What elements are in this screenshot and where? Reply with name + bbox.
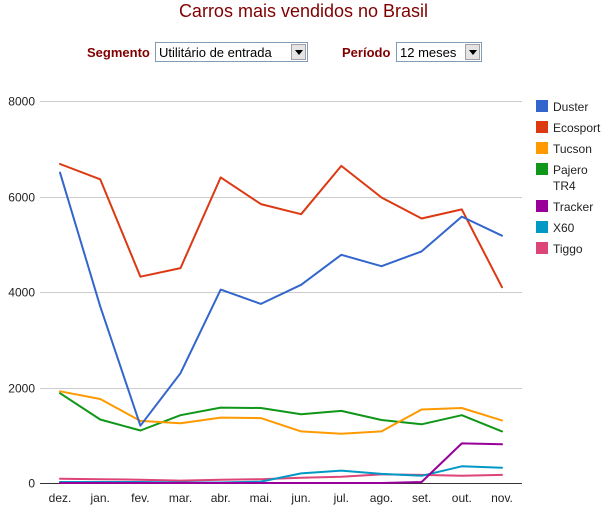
y-tick-label: 4000 <box>8 286 35 300</box>
chevron-down-icon[interactable] <box>291 44 306 60</box>
legend-label-tucson[interactable]: Tucson <box>553 142 592 156</box>
x-tick-label: abr. <box>211 491 231 505</box>
legend-swatch-ecosport <box>536 121 548 133</box>
segment-select[interactable]: Utilitário de entrada <box>155 42 308 62</box>
legend-label-tiggo[interactable]: Tiggo <box>553 242 583 256</box>
gridlines <box>40 101 522 484</box>
legend-swatch-tucson <box>536 142 548 154</box>
segment-select-value: Utilitário de entrada <box>159 45 272 60</box>
legend-swatch-duster <box>536 100 548 112</box>
legend-swatch-tracker <box>536 200 548 212</box>
legend-label-ecosport[interactable]: Ecosport <box>553 121 601 135</box>
period-label: Período <box>342 45 391 60</box>
series-line-duster[interactable] <box>59 171 503 427</box>
x-tick-label: mar. <box>169 491 192 505</box>
axes: 0 2000 4000 6000 8000 dez. jan. fev. mar. abr. mai… <box>8 95 513 506</box>
x-tick-label: jul. <box>333 491 349 505</box>
x-tick-label: dez. <box>49 491 72 505</box>
x-tick-label: nov. <box>491 491 513 505</box>
chevron-down-icon[interactable] <box>465 44 480 60</box>
series-lines <box>59 163 503 484</box>
series-line-ecosport[interactable] <box>59 163 503 289</box>
y-tick-label: 2000 <box>8 382 35 396</box>
period-select-value: 12 meses <box>400 45 457 60</box>
series-line-pajero-tr4[interactable] <box>59 392 503 433</box>
series-line-tracker[interactable] <box>59 442 503 484</box>
x-tick-label: mai. <box>250 491 273 505</box>
x-tick-label: ago. <box>370 491 393 505</box>
x-tick-label: jun. <box>290 491 310 505</box>
x-tick-label: set. <box>412 491 431 505</box>
legend-swatch-x60 <box>536 221 548 233</box>
legend-label-x60[interactable]: X60 <box>553 221 575 235</box>
legend-swatch-pajero-tr4 <box>536 163 548 175</box>
chart-title: Carros mais vendidos no Brasil <box>178 1 429 21</box>
legend-label-pajero-tr4[interactable]: Pajero TR4 <box>553 163 588 193</box>
legend-label-tracker[interactable]: Tracker <box>553 200 593 214</box>
segment-label: Segmento <box>87 45 150 60</box>
y-tick-label: 6000 <box>8 191 35 205</box>
series-line-tucson[interactable] <box>59 390 503 435</box>
x-tick-label: fev. <box>131 491 149 505</box>
y-tick-label: 8000 <box>8 95 35 109</box>
x-tick-label: jan. <box>90 491 110 505</box>
filter-bar: Segmento Utilitário de entrada Período 1… <box>0 42 607 64</box>
period-select[interactable]: 12 meses <box>396 42 482 62</box>
legend-label-duster[interactable]: Duster <box>553 100 588 114</box>
y-tick-label: 0 <box>28 477 35 491</box>
x-tick-label: out. <box>452 491 472 505</box>
legend-swatch-tiggo <box>536 242 548 254</box>
legend: Duster Ecosport Tucson Pajero TR4 Tracker X60 T… <box>536 100 601 256</box>
